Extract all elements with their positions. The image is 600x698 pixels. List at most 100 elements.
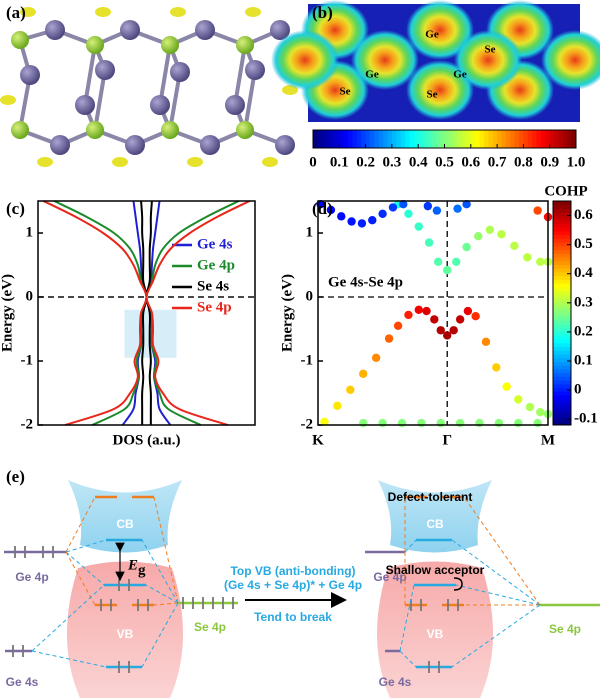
colorbar-cell — [361, 130, 367, 148]
orbital-link — [399, 584, 415, 652]
panel-label: (c) — [6, 199, 25, 218]
ge-atom — [270, 20, 290, 40]
orbital-link — [463, 496, 541, 606]
y-tick-label: -1 — [21, 352, 34, 368]
colorbar-tick-label: 0.3 — [574, 294, 593, 310]
colorbar-cell — [553, 372, 571, 377]
orbital-link — [141, 602, 179, 668]
colorbar-cell — [505, 130, 511, 148]
colorbar-cell — [553, 279, 571, 284]
colorbar-cell — [466, 130, 472, 148]
band-point — [443, 331, 452, 340]
band-point — [371, 353, 381, 362]
colorbar-cell — [348, 130, 353, 148]
colorbar-tick-label: 0.4 — [574, 265, 593, 281]
atom-label: Ge — [425, 29, 439, 41]
colorbar-cell — [475, 130, 481, 148]
colorbar-cell — [562, 130, 568, 148]
annotation: Ge 4s-Se 4p — [328, 274, 403, 290]
orbital-link — [451, 604, 541, 668]
band-point — [326, 205, 336, 215]
colorbar-cell — [553, 223, 571, 228]
se-atom — [86, 121, 104, 139]
isosurface — [0, 95, 16, 105]
colorbar-cell — [553, 346, 571, 351]
ge-atom — [45, 20, 65, 40]
colorbar-cell — [497, 130, 502, 148]
legend-label: Ge 4s — [197, 236, 233, 252]
colorbar-cell — [553, 242, 571, 247]
colorbar-cell — [553, 230, 571, 236]
ge-atom — [150, 95, 170, 115]
colorbar-cell — [553, 391, 571, 396]
colorbar-cell — [422, 130, 428, 148]
band-point — [337, 212, 346, 221]
density-blob — [271, 30, 339, 90]
band-point — [492, 363, 501, 372]
colorbar-tick-label: 0.3 — [383, 154, 402, 170]
band-point — [333, 401, 342, 410]
band-point — [443, 265, 452, 275]
colorbar-cell — [553, 402, 571, 407]
colorbar-cell — [553, 260, 571, 265]
colorbar-cell — [553, 271, 571, 277]
colorbar-cell — [553, 320, 571, 325]
band-chart: -2 -1 0 1 Energy (eV) K Γ M Ge 4s-Se 4p COHP -0.1 0… — [279, 183, 597, 448]
se-atom — [11, 31, 29, 49]
isosurface — [37, 157, 53, 167]
diagram-text: Ge 4p — [373, 570, 406, 584]
colorbar-cell — [374, 130, 380, 148]
colorbar-tick-label: 0.2 — [574, 323, 593, 339]
colorbar-cell — [553, 201, 571, 206]
colorbar-cell — [488, 130, 494, 148]
band-point — [359, 369, 368, 378]
colorbar-cell — [553, 275, 571, 280]
band-point — [463, 306, 473, 316]
colorbar-cell — [391, 130, 397, 148]
band-point — [533, 418, 542, 428]
bond — [158, 44, 172, 106]
y-tick-label: 1 — [26, 224, 34, 240]
colorbar-cell — [553, 413, 571, 419]
x-tick-label: M — [541, 432, 555, 448]
orbital-link — [141, 539, 179, 604]
se-atom — [161, 36, 179, 54]
colorbar-cell — [553, 227, 571, 232]
band-point — [424, 238, 434, 247]
colorbar-cell — [540, 130, 546, 148]
colorbar-cell — [553, 327, 571, 333]
colorbar-cell — [553, 369, 571, 374]
band-point — [404, 209, 413, 218]
band-point — [432, 206, 442, 215]
band-point — [502, 382, 511, 391]
band-point — [452, 257, 461, 266]
ge-atom — [195, 20, 215, 40]
colorbar-cell — [553, 387, 571, 392]
colorbar-cell — [553, 335, 571, 340]
colorbar-cell — [553, 305, 571, 310]
colorbar-cell — [553, 410, 571, 415]
colorbar-tick-label: 0.9 — [540, 154, 559, 170]
band-point — [523, 253, 532, 262]
colorbar-cell — [553, 365, 571, 370]
dos-curve — [145, 200, 153, 426]
diagram-text: CB — [426, 517, 444, 531]
atom-label: Ge — [365, 69, 379, 81]
colorbar-cell — [313, 130, 318, 148]
colorbar-cell — [553, 316, 571, 321]
diagram-text: (Ge 4s + Se 4p)* + Ge 4p — [224, 578, 362, 592]
legend-label: Ge 4p — [197, 257, 235, 273]
colorbar-cell — [426, 130, 432, 148]
colorbar-cell — [317, 130, 323, 148]
colorbar-cell — [553, 417, 571, 422]
ge-atom — [170, 62, 190, 82]
band-point — [388, 203, 398, 212]
atom-label: Ge — [453, 69, 467, 81]
colorbar-cell — [553, 290, 571, 295]
bond — [233, 44, 247, 106]
colorbar-cell — [479, 130, 485, 148]
density-blob — [406, 0, 474, 60]
colorbar-cell — [553, 398, 571, 404]
colorbar-cell — [405, 130, 410, 148]
ge-atom — [245, 60, 265, 80]
